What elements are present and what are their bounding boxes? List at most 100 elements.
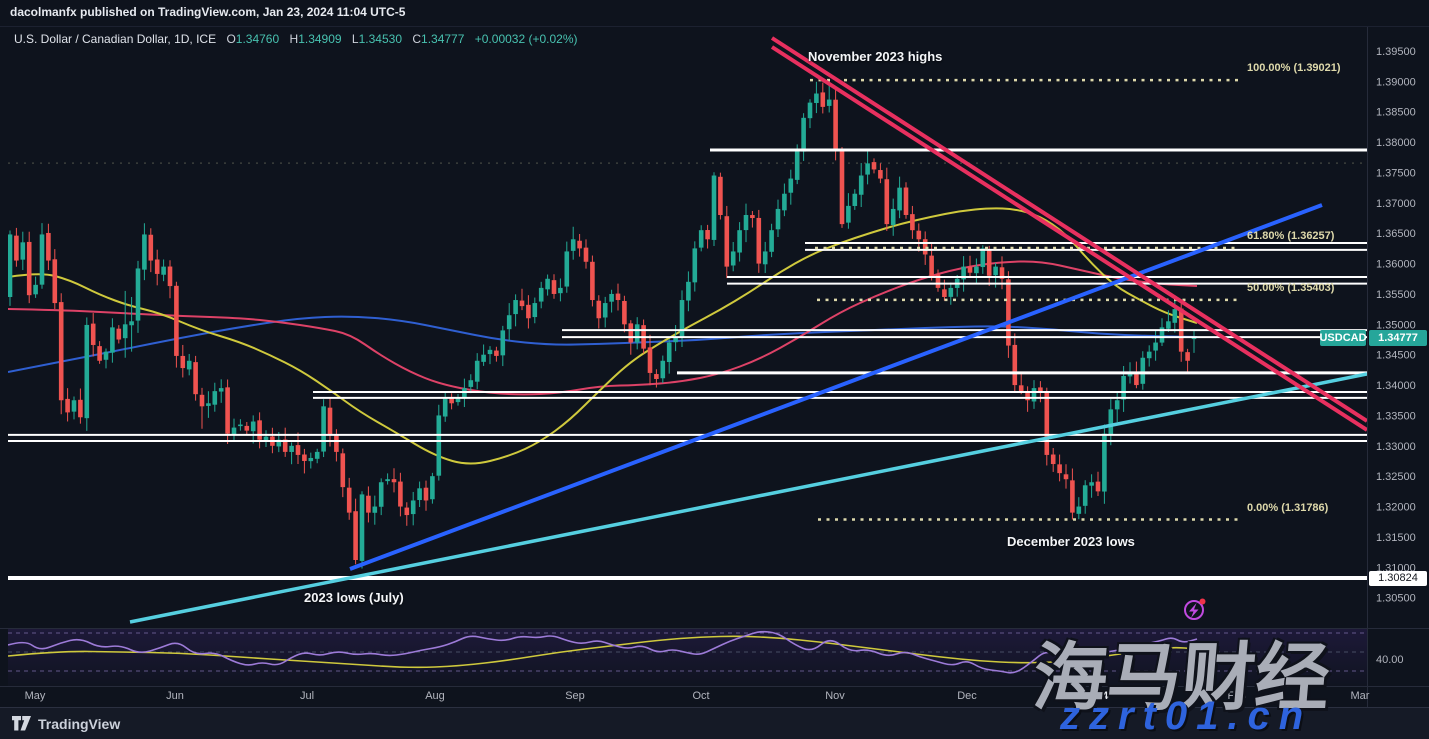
candle-body [724,216,730,267]
candle-body [1146,351,1152,359]
candle-body [711,175,717,240]
legend-close-key: C [412,32,422,46]
price-tick-label: 1.31500 [1376,532,1416,544]
candle-body [14,235,19,261]
candle-body [122,324,128,339]
candle-body [193,362,198,395]
candle-body [762,251,768,265]
price-tick-label: 1.37500 [1376,167,1416,179]
candle-body [90,323,96,345]
time-tick-label: Aug [425,690,445,702]
candle-body [519,300,525,307]
candle-body [26,241,32,296]
candle-body [1057,464,1062,474]
fib-label-618[interactable]: 61.80% (1.36257) [1247,229,1335,242]
legend-high-value: 1.34909 [298,32,342,46]
fib-label-0[interactable]: 0.00% (1.31786) [1247,501,1329,514]
candle-body [705,230,710,240]
candle-body [148,234,154,261]
watermark-url: zzrt01.cn [1060,694,1313,738]
candle-body [391,479,397,483]
candle-body [487,349,493,355]
candle-body [1089,482,1094,486]
candle-body [1153,342,1158,351]
candle-body [1063,474,1069,480]
candle-body [468,380,474,387]
fib-label-50[interactable]: 50.00% (1.35403) [1247,281,1335,294]
candle-body [314,451,320,459]
candle-body [1006,279,1011,346]
candle-body [302,454,307,461]
legend-change: +0.00032 (+0.02%) [474,32,578,46]
legend-symbol: U.S. Dollar / Canadian Dollar, 1D, ICE [14,32,217,46]
candle-body [647,347,653,373]
time-tick-label: Dec [957,690,977,702]
legend-open-value: 1.34760 [235,32,280,46]
candle-body [654,374,659,379]
candle-body [46,232,51,261]
rsi-ma-line [8,635,1198,669]
fib-label-100[interactable]: 100.00% (1.39021) [1247,62,1341,75]
time-tick-label: Jun [166,690,184,702]
candle-body [353,511,358,561]
candle-body [788,178,794,193]
candle-body [167,266,173,287]
candle-body [897,187,902,211]
annotation-2023-lows-july[interactable]: 2023 lows (July) [304,590,404,605]
candle-body [359,494,365,561]
symbol-legend[interactable]: U.S. Dollar / Canadian Dollar, 1D, ICE O… [14,32,578,46]
candle-body [852,193,858,206]
legend-open-key: O [226,32,236,46]
main-plot-layer [8,36,1367,624]
candle-body [1102,433,1107,492]
candle-body [622,300,627,325]
candle-body [455,398,461,403]
candle-body [199,394,205,407]
annotation-november-highs[interactable]: November 2023 highs [808,49,943,64]
candle-body [948,287,954,297]
candle-body [1159,327,1165,343]
candle-body [807,102,813,119]
candle-body [1018,385,1024,392]
candle-body [910,214,915,231]
candle-body [276,439,282,447]
candle-body [39,234,45,285]
candle-body [801,117,806,152]
candle-body [1140,357,1146,384]
candle-body [814,93,819,104]
candle-body [327,407,333,435]
rsi-axis-value: 40.00 [1376,654,1404,666]
candle-body [410,500,416,515]
footer-bar: TradingView [0,707,1429,739]
price-tick-label: 1.35500 [1376,289,1416,301]
candle-body [1095,481,1101,492]
candle-body [500,330,506,356]
candle-body [980,248,986,268]
candle-body [871,162,877,170]
candle-body [730,251,736,266]
candle-body [1076,506,1082,514]
candle-body [974,266,979,274]
candle-body [218,388,224,392]
candle-body [1038,387,1043,392]
candle-body [1185,352,1190,361]
candle-body [206,403,211,406]
candle-body [231,427,237,436]
annotation-december-lows[interactable]: December 2023 lows [1007,534,1135,549]
flash-badge-icon[interactable] [1184,598,1206,620]
candle-body [346,487,352,513]
candle-body [858,175,864,195]
candle-body [481,354,486,362]
tradingview-logo-icon[interactable] [12,716,31,731]
candle-body [436,415,442,476]
tradingview-brand[interactable]: TradingView [38,715,121,732]
candle-body [903,187,909,215]
candle-body [532,303,538,318]
legend-close-value: 1.34777 [421,32,465,46]
candle-body [679,300,685,338]
candles-layer [8,80,1197,569]
blue-uptrend-line [349,203,1323,571]
legend-low-value: 1.34530 [358,32,402,46]
price-tick-label: 1.36000 [1376,259,1416,271]
